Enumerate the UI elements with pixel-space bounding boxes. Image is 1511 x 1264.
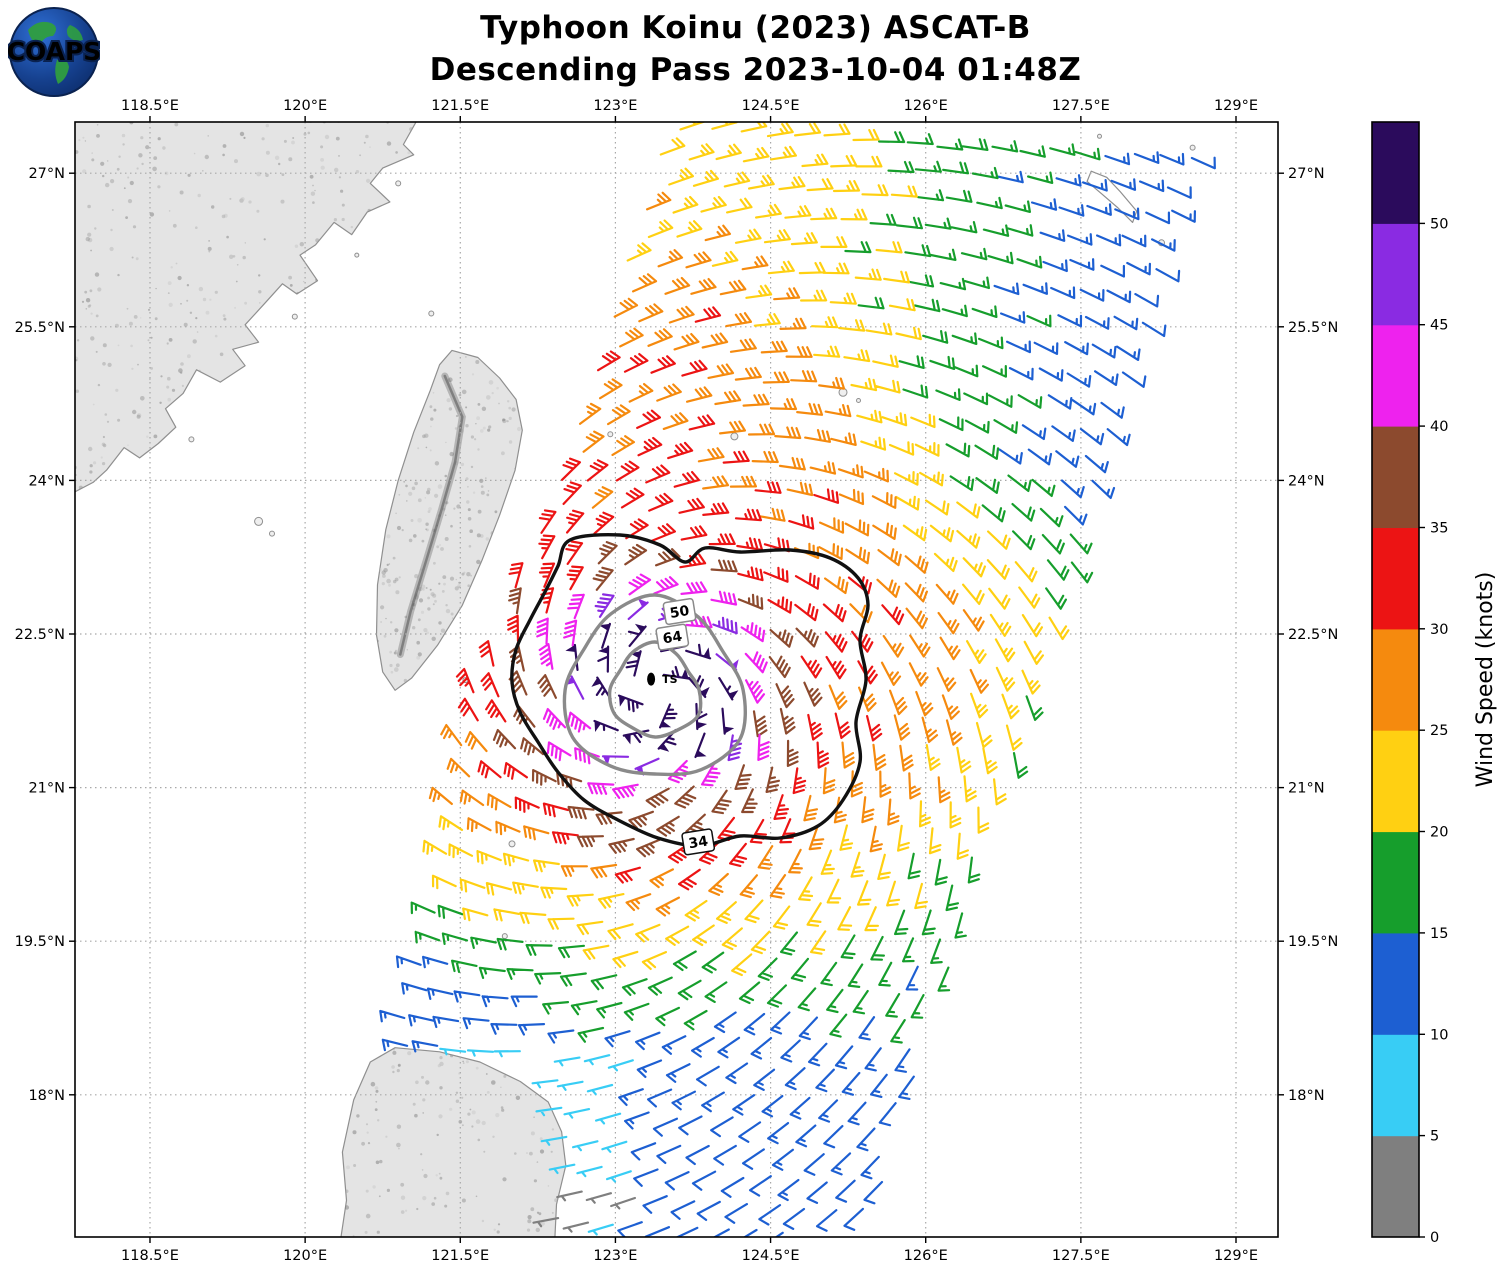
lon-tick-label-top: 127.5°E [1052,98,1110,114]
terrain-texture-china-coast [75,122,414,490]
colorbar-frame [1371,121,1420,1238]
colorbar-tick-label: 50 [1430,216,1448,232]
continent-shape [28,21,57,45]
gridlines [75,122,1278,1237]
wind-barbs [379,122,1216,1237]
colorbar-tick-label: 20 [1430,825,1448,841]
lat-tick-label-left: 27°N [28,166,65,182]
storm-center-marker [647,672,656,686]
colorbar-tick-label: 15 [1430,926,1448,942]
lon-tick-label-top: 129°E [1214,98,1258,114]
lat-tick-label-right: 22.5°N [1288,627,1338,643]
lon-tick-label-top: 123°E [593,98,637,114]
land-china-coast [75,122,417,493]
colorbar-tick-label: 35 [1430,521,1448,537]
small-island [354,252,360,258]
colorbar-tick-label: 5 [1430,1129,1439,1145]
colorbar-tick-label: 0 [1430,1230,1439,1246]
small-island [508,840,516,848]
small-island [395,180,402,187]
lon-tick-label-top: 126°E [904,98,948,114]
colorbar-tick-label: 10 [1430,1027,1448,1043]
lat-tick-label-left: 21°N [28,781,65,797]
land-luzon [340,1047,567,1237]
wind-radius-contour-64 [607,640,703,739]
lon-tick-label-bottom: 126°E [904,1248,948,1264]
lon-tick-label-bottom: 124.5°E [742,1248,800,1264]
colorbar-tick-label: 25 [1430,723,1448,739]
lat-tick-label-right: 21°N [1288,781,1325,797]
small-island [1189,144,1196,151]
wind-radius-contour-34 [510,532,870,848]
lon-tick-label-bottom: 123°E [593,1248,637,1264]
colorbar-tick-label: 45 [1430,318,1448,334]
small-island [254,516,264,526]
lon-tick-label-bottom: 120°E [283,1248,327,1264]
logo-text: COAPS [8,37,100,66]
lat-tick-label-left: 25.5°N [15,320,65,336]
small-island [428,310,435,317]
lat-tick-label-right: 18°N [1288,1088,1325,1104]
colorbar-tick-label: 30 [1430,622,1448,638]
terrain-texture-luzon [344,1048,558,1237]
map-border [74,121,1279,1238]
lat-tick-label-left: 22.5°N [15,627,65,643]
lat-tick-label-right: 24°N [1288,473,1325,489]
contour-label-34: 34 [681,828,716,856]
svg-text:64: 64 [662,629,684,648]
small-island [501,933,508,940]
svg-text:50: 50 [669,603,691,622]
colorbar: 0 5 10 15 20 25 30 35 40 45 50 Wind Speed (knots) [1371,121,1498,1246]
svg-text:34: 34 [687,833,709,852]
lon-tick-label-top: 124.5°E [742,98,800,114]
contour-label-64: 64 [655,623,690,651]
lat-tick-label-right: 19.5°N [1288,934,1338,950]
coaps-logo: COAPS [5,6,103,102]
small-island [269,530,275,537]
lat-tick-label-right: 27°N [1288,166,1325,182]
small-island [607,431,614,438]
storm-label: TS [662,673,678,686]
lon-tick-label-top: 121.5°E [431,98,489,114]
axis-labels: 118.5°E 118.5°E 120°E 120°E 121.5°E 121.5°E 12… [15,98,1339,1264]
map-area: 34 50 64 TS [75,122,1278,1237]
lon-tick-label-bottom: 121.5°E [431,1248,489,1264]
small-island [1097,133,1102,139]
small-island [188,436,195,443]
land [75,122,1196,1237]
small-island [856,398,861,403]
continent-shape [66,25,83,41]
small-island [730,432,739,441]
lon-tick-label-top: 118.5°E [121,98,179,114]
lat-tick-label-left: 19.5°N [15,934,65,950]
lat-tick-label-left: 24°N [28,473,65,489]
lat-tick-label-right: 25.5°N [1288,320,1338,336]
lat-tick-label-left: 18°N [28,1088,65,1104]
contour-label-50: 50 [662,597,697,626]
lon-tick-label-top: 120°E [283,98,327,114]
lon-tick-label-bottom: 127.5°E [1052,1248,1110,1264]
lon-tick-label-bottom: 118.5°E [121,1248,179,1264]
wind-radius-contour-50 [562,593,747,777]
colorbar-tick-label: 40 [1430,419,1448,435]
continent-shape [55,59,69,84]
small-island [291,313,298,320]
lon-tick-label-bottom: 129°E [1214,1248,1258,1264]
colorbar-title: Wind Speed (knots) [1473,572,1498,788]
